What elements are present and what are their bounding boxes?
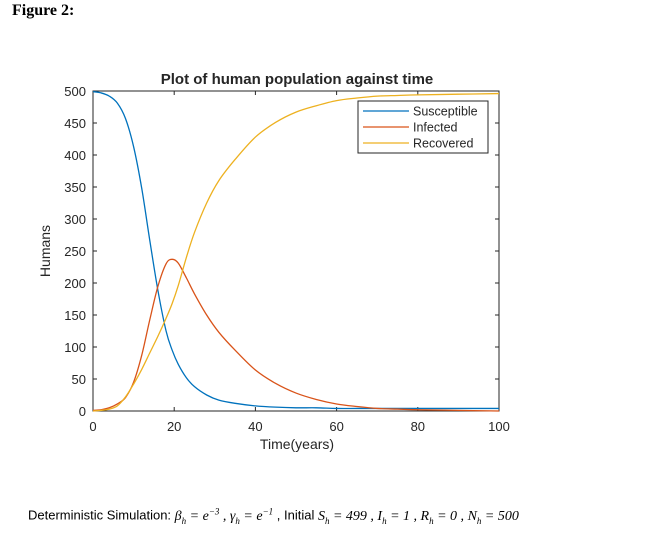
y-tick-label: 100 — [64, 340, 86, 355]
n-symbol: N — [467, 508, 477, 524]
population-chart: Plot of human population against time Ti… — [37, 71, 510, 452]
chart-title: Plot of human population against time — [161, 71, 434, 88]
s-subscript: h — [324, 515, 330, 526]
x-tick-label: 100 — [488, 419, 510, 434]
x-tick-label: 20 — [167, 419, 181, 434]
gamma-exponent: −1 — [262, 506, 274, 516]
legend-label-recovered: Recovered — [413, 137, 473, 151]
y-tick-label: 450 — [64, 116, 86, 131]
y-tick-label: 400 — [64, 148, 86, 163]
x-axis-label: Time(years) — [260, 436, 334, 452]
beta-symbol: β — [174, 508, 182, 524]
n-value: = 500 — [481, 508, 519, 524]
s-value: = 499 , — [329, 508, 378, 524]
susceptible-line — [92, 90, 499, 410]
figure-label: Figure 2: — [12, 2, 75, 19]
n-subscript: h — [476, 515, 482, 526]
y-tick-label: 350 — [64, 180, 86, 195]
gamma-equals: = — [239, 508, 257, 524]
legend-label-infected: Infected — [413, 121, 458, 135]
x-tick-label: 40 — [248, 419, 262, 434]
separator: , — [219, 508, 230, 524]
y-tick-label: 200 — [64, 276, 86, 291]
beta-base: e — [202, 508, 209, 524]
gamma-subscript: h — [235, 515, 240, 526]
i-subscript: h — [382, 515, 387, 526]
beta-equals: = — [186, 508, 203, 524]
r-value: = 0 , — [433, 508, 468, 524]
r-subscript: h — [429, 515, 434, 526]
beta-subscript: h — [181, 515, 187, 526]
x-tick-label: 80 — [411, 419, 425, 434]
y-tick-label: 300 — [64, 212, 86, 227]
y-tick-label: 50 — [72, 372, 86, 387]
legend: Susceptible Infected Recovered — [357, 100, 489, 154]
simulation-caption: Deterministic Simulation: βh = e−3 , γh … — [28, 506, 519, 525]
y-tick-label: 0 — [79, 404, 86, 419]
y-tick-label: 500 — [64, 84, 86, 99]
y-tick-label: 150 — [64, 308, 86, 323]
y-tick-label: 250 — [64, 244, 86, 259]
x-tick-label: 60 — [329, 419, 343, 434]
recovered-line — [92, 92, 500, 412]
y-axis-label: Humans — [37, 225, 53, 277]
initial-label: , Initial — [273, 507, 318, 523]
legend-label-susceptible: Susceptible — [413, 105, 478, 119]
i-symbol: I — [377, 508, 383, 524]
caption-prefix: Deterministic Simulation: — [28, 507, 175, 523]
s-symbol: S — [317, 508, 325, 524]
gamma-base: e — [256, 508, 263, 524]
r-symbol: R — [420, 508, 430, 524]
gamma-symbol: γ — [229, 508, 236, 524]
i-value: = 1 , — [386, 508, 421, 524]
x-tick-label: 0 — [89, 419, 96, 434]
beta-exponent: −3 — [208, 506, 220, 516]
